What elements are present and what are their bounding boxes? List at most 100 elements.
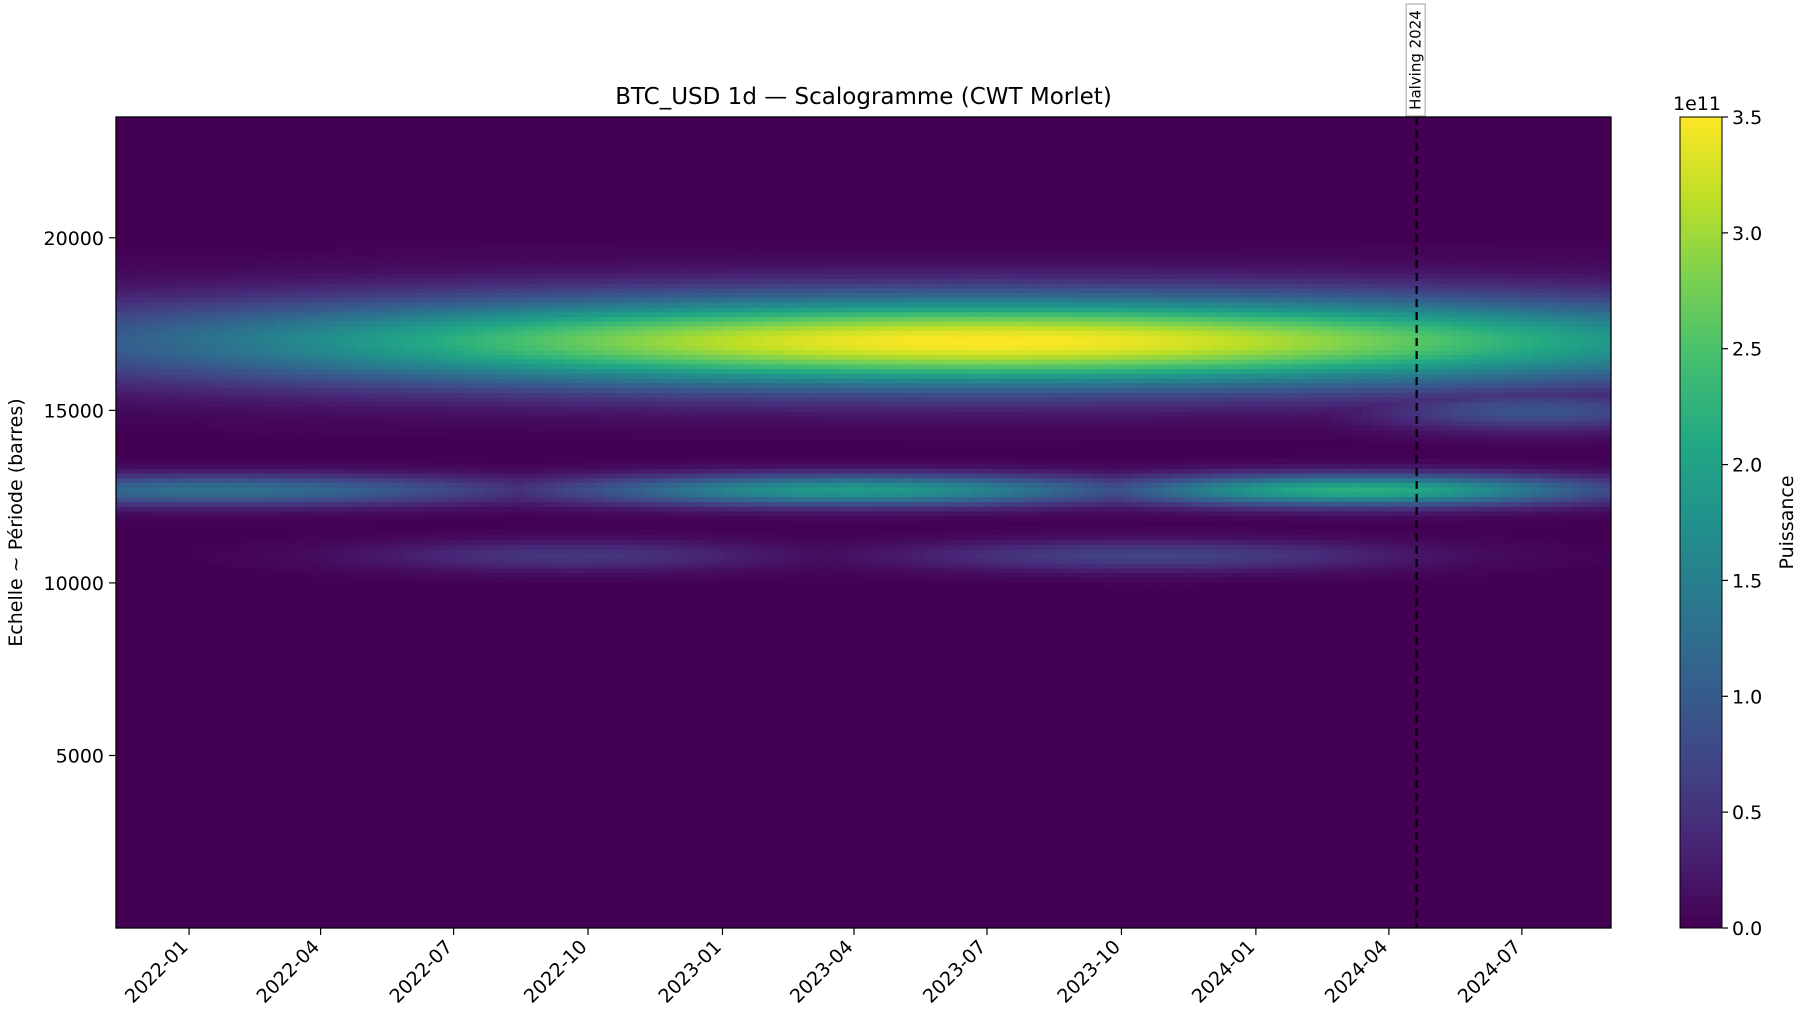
heatmap-cell	[275, 396, 287, 403]
heatmap-cell	[395, 415, 406, 422]
heatmap-cell	[1102, 496, 1114, 502]
heatmap-cell	[1252, 396, 1263, 403]
heatmap-cell	[1371, 501, 1383, 507]
heatmap-cell	[1192, 430, 1203, 436]
heatmap-cell	[315, 539, 326, 545]
heatmap-cell	[833, 392, 845, 398]
heatmap-cell	[1262, 577, 1273, 583]
heatmap-cell	[574, 463, 586, 469]
heatmap-cell	[594, 539, 605, 545]
heatmap-cell	[973, 534, 984, 540]
heatmap-cell	[444, 558, 456, 564]
heatmap-cell	[1531, 510, 1542, 517]
heatmap-cell	[1501, 515, 1512, 521]
heatmap-cell	[345, 487, 356, 493]
heatmap-cell	[913, 487, 924, 493]
heatmap-cell	[1391, 411, 1403, 417]
heatmap-cell	[883, 468, 894, 474]
heatmap-cell	[474, 506, 486, 512]
heatmap-cell	[1361, 425, 1373, 431]
heatmap-cell	[355, 472, 366, 479]
heatmap-cell	[1242, 415, 1253, 422]
heatmap-cell	[1491, 491, 1502, 498]
heatmap-cell	[883, 491, 894, 498]
heatmap-cell	[723, 496, 735, 502]
heatmap-cell	[723, 506, 735, 512]
heatmap-cell	[1511, 468, 1522, 474]
heatmap-cell	[624, 425, 635, 431]
heatmap-cell	[813, 510, 825, 517]
heatmap-cell	[803, 520, 815, 526]
heatmap-cell	[1391, 553, 1403, 559]
heatmap-cell	[1581, 506, 1592, 512]
heatmap-cell	[664, 496, 675, 502]
heatmap-cell	[385, 558, 396, 564]
heatmap-cell	[644, 577, 655, 583]
heatmap-cell	[375, 548, 386, 555]
heatmap-cell	[484, 548, 496, 555]
heatmap-cell	[684, 491, 695, 498]
heatmap-cell	[1421, 515, 1433, 521]
heatmap-cell	[295, 534, 306, 540]
heatmap-cell	[365, 567, 376, 574]
heatmap-cell	[723, 553, 735, 559]
heatmap-cell	[514, 534, 526, 540]
heatmap-cell	[504, 420, 516, 427]
heatmap-cell	[1032, 548, 1044, 555]
heatmap-cell	[873, 420, 885, 427]
heatmap-cell	[1521, 439, 1532, 446]
heatmap-cell	[913, 425, 924, 431]
heatmap-cell	[1331, 515, 1343, 521]
heatmap-cell	[973, 425, 984, 431]
heatmap-cell	[265, 396, 277, 403]
heatmap-cell	[584, 392, 595, 398]
heatmap-cell	[434, 415, 446, 422]
heatmap-cell	[674, 415, 685, 422]
heatmap-cell	[1092, 434, 1104, 441]
heatmap-cell	[1262, 411, 1273, 417]
heatmap-cell	[415, 468, 426, 474]
heatmap-cell	[335, 491, 346, 498]
heatmap-cell	[913, 515, 924, 521]
heatmap-cell	[873, 415, 885, 422]
heatmap-cell	[195, 491, 207, 498]
heatmap-cell	[923, 515, 934, 521]
heatmap-cell	[265, 501, 277, 507]
heatmap-cell	[644, 392, 655, 398]
heatmap-cell	[1172, 572, 1184, 578]
heatmap-cell	[395, 425, 406, 431]
heatmap-cell	[893, 411, 904, 417]
heatmap-cell	[1222, 534, 1233, 540]
heatmap-cell	[1222, 515, 1233, 521]
heatmap-cell	[664, 477, 675, 483]
heatmap-cell	[355, 491, 366, 498]
heatmap-cell	[634, 406, 645, 412]
heatmap-cell	[355, 501, 366, 507]
heatmap-cell	[1262, 415, 1273, 422]
heatmap-cell	[175, 496, 187, 502]
heatmap-cell	[1042, 415, 1054, 422]
heatmap-cell	[893, 553, 904, 559]
heatmap-cell	[664, 515, 675, 521]
heatmap-cell	[1072, 401, 1084, 408]
heatmap-cell	[524, 510, 536, 517]
heatmap-cell	[345, 420, 356, 427]
heatmap-cell	[714, 396, 725, 403]
heatmap-cell	[973, 396, 984, 403]
heatmap-cell	[823, 463, 835, 469]
heatmap-cell	[395, 463, 406, 469]
heatmap-cell	[1222, 468, 1233, 474]
heatmap-cell	[624, 529, 635, 536]
heatmap-cell	[225, 487, 237, 493]
heatmap-cell	[1381, 496, 1393, 502]
heatmap-cell	[1391, 567, 1403, 574]
heatmap-cell	[444, 496, 456, 502]
heatmap-cell	[1282, 396, 1293, 403]
heatmap-cell	[335, 472, 346, 479]
heatmap-cell	[1032, 506, 1044, 512]
heatmap-cell	[1052, 534, 1064, 540]
heatmap-cell	[1112, 534, 1124, 540]
heatmap-cell	[1581, 544, 1592, 550]
heatmap-cell	[1511, 563, 1522, 569]
heatmap-cell	[225, 544, 237, 550]
